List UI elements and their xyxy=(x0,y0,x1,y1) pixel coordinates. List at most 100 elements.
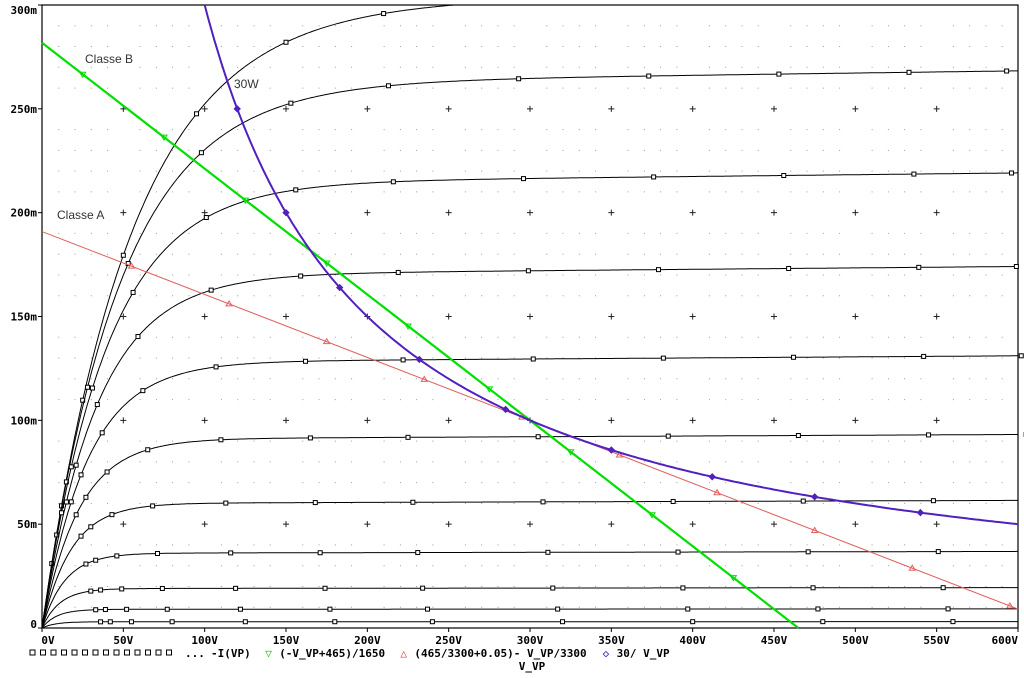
legend-label: 30/ V_VP xyxy=(617,647,670,660)
curve-marker xyxy=(916,264,922,270)
curve-marker xyxy=(233,585,239,591)
x-tick-label: 450V xyxy=(761,634,788,647)
curve-marker xyxy=(128,619,134,625)
grid-dots xyxy=(58,25,1003,608)
curve-marker xyxy=(322,585,328,591)
curve-marker xyxy=(145,447,151,453)
classe-b-marker xyxy=(241,197,250,205)
curve-marker xyxy=(516,76,522,82)
curve-marker xyxy=(223,500,229,506)
curve-marker xyxy=(317,550,323,556)
curve-marker xyxy=(660,355,666,361)
curve-marker xyxy=(293,187,299,193)
plate-curve xyxy=(41,608,1018,629)
curve-marker xyxy=(921,353,927,359)
legend-marker xyxy=(61,649,67,656)
classe-b-marker xyxy=(648,512,656,519)
y-tick-label: 50m xyxy=(17,518,37,531)
curve-marker xyxy=(283,39,289,45)
plate-curves xyxy=(41,4,1024,629)
curve-marker xyxy=(685,606,691,612)
legend-marker xyxy=(40,649,46,656)
legend-symbol: ◇ xyxy=(603,647,610,660)
curve-marker xyxy=(540,499,546,505)
curve-marker xyxy=(776,71,782,77)
curve-marker xyxy=(114,553,120,559)
annotation-classe-a: Classe A xyxy=(57,208,104,222)
curve-marker xyxy=(385,83,391,89)
power-marker xyxy=(501,405,510,414)
curve-marker xyxy=(124,606,130,612)
plate-curve xyxy=(41,355,1018,629)
grid-plus-marks xyxy=(120,105,940,528)
x-tick-label: 350V xyxy=(598,634,625,647)
classe-b-marker xyxy=(78,71,87,79)
axis-ticks: 0V 50V 100V 150V 200V 250V 300V 350V 400V 450V 500… xyxy=(11,4,1019,647)
curve-marker xyxy=(107,619,113,625)
curve-marker xyxy=(198,150,204,156)
curve-marker xyxy=(194,111,200,117)
grid xyxy=(58,25,1003,608)
power-marker xyxy=(607,446,616,454)
classe-b-marker xyxy=(160,134,168,142)
curve-marker xyxy=(332,619,338,625)
legend-marker xyxy=(124,649,130,656)
classe-a-marker xyxy=(1005,601,1014,609)
legend-marker xyxy=(155,649,162,656)
curve-marker xyxy=(203,215,209,221)
classe-a-marker xyxy=(713,488,721,496)
legend-marker xyxy=(134,649,141,656)
curve-marker xyxy=(78,472,84,478)
power-hyperbola xyxy=(203,4,1019,526)
legend-symbol: △ xyxy=(400,647,407,660)
legend-marker xyxy=(145,649,151,656)
curve-marker xyxy=(940,585,946,591)
classe-a-marker xyxy=(615,450,624,458)
classe-b-marker xyxy=(322,260,331,268)
curve-marker xyxy=(646,73,652,79)
curve-marker xyxy=(791,354,797,360)
curve-marker xyxy=(656,267,662,273)
curve-marker xyxy=(680,585,686,591)
legend-label: (465/3300+0.05)- V_VP/3300 xyxy=(414,647,586,660)
curve-marker xyxy=(530,356,536,362)
legend-marker xyxy=(71,649,78,656)
curve-marker xyxy=(665,433,671,439)
curve-marker xyxy=(85,384,91,390)
x-tick-label: 150V xyxy=(273,634,300,647)
curve-marker xyxy=(429,619,435,625)
plate-curve xyxy=(41,587,1018,629)
curve-marker xyxy=(1008,170,1014,176)
plate-curve xyxy=(41,70,1018,629)
curve-marker xyxy=(545,549,551,555)
classe-b-marker xyxy=(566,449,575,456)
y-tick-label: 150m xyxy=(11,311,38,324)
curve-marker xyxy=(381,11,387,17)
curve-marker xyxy=(415,550,421,556)
curve-marker xyxy=(150,503,156,509)
curve-marker xyxy=(911,171,917,177)
x-axis-title: V_VP xyxy=(519,660,546,673)
curve-marker xyxy=(98,619,104,625)
legend-dots: ... xyxy=(185,647,205,660)
plate-curve xyxy=(41,434,1018,629)
curve-marker xyxy=(63,499,69,505)
curve-marker xyxy=(73,462,79,468)
curve-marker xyxy=(78,533,84,539)
classe-a-marker xyxy=(908,564,917,571)
curve-marker xyxy=(88,588,94,594)
curve-marker xyxy=(159,585,165,591)
x-tick-label: 100V xyxy=(191,634,218,647)
legend-marker xyxy=(113,649,120,656)
curve-marker xyxy=(218,437,224,443)
legend-marker xyxy=(50,649,57,656)
x-tick-label: 0V xyxy=(41,634,55,647)
curve-marker xyxy=(104,469,110,475)
curve-marker xyxy=(786,265,792,271)
curve-marker xyxy=(68,464,74,470)
curve-marker xyxy=(420,585,426,591)
classe-a-marker xyxy=(127,262,136,269)
classe-b-line xyxy=(41,41,800,629)
x-tick-label: 400V xyxy=(679,634,706,647)
